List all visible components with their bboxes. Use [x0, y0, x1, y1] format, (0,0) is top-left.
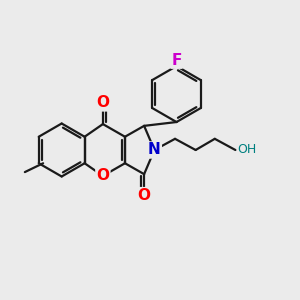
Text: O: O — [96, 168, 110, 183]
Text: F: F — [171, 53, 182, 68]
Text: O: O — [96, 95, 110, 110]
Text: N: N — [148, 142, 161, 158]
Text: O: O — [138, 188, 151, 203]
Text: OH: OH — [238, 143, 257, 157]
